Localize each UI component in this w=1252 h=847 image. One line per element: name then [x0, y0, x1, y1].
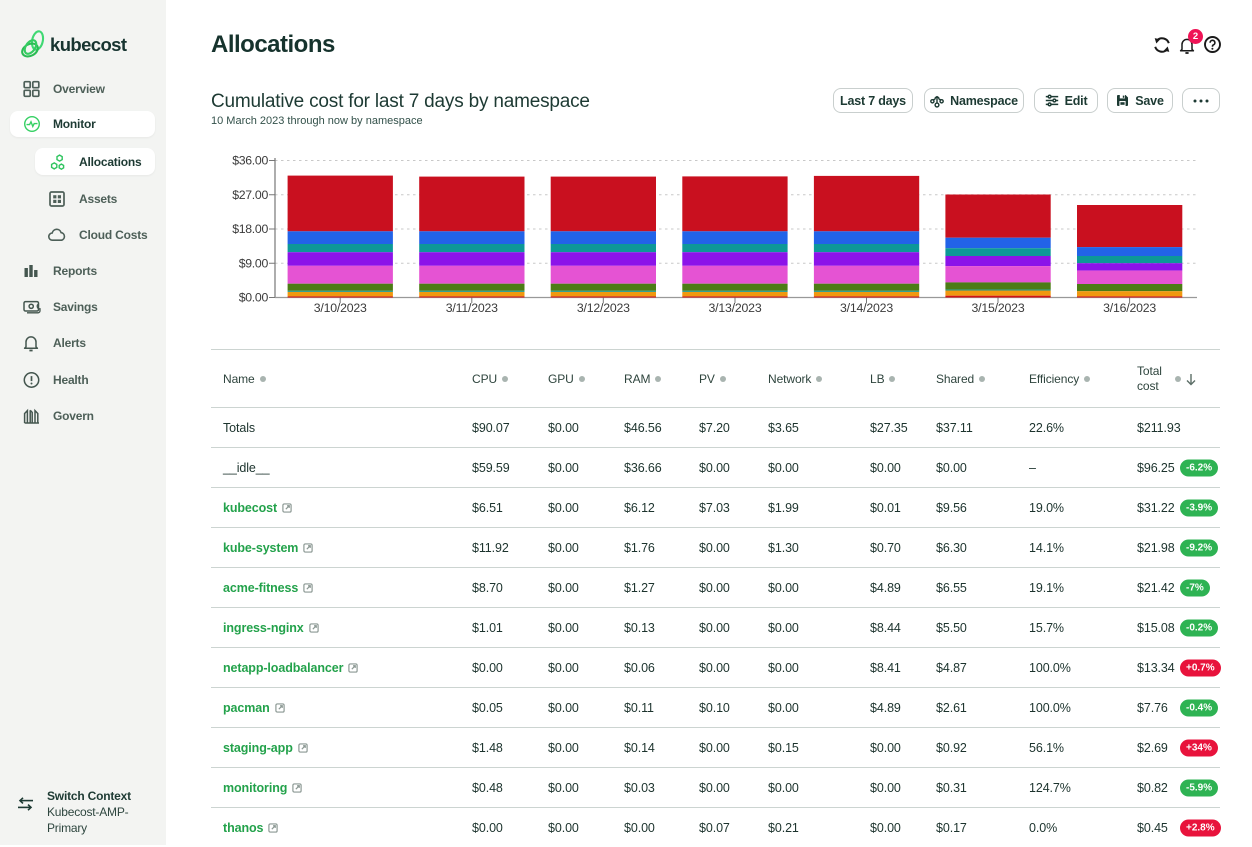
svg-text:$0.00: $0.00 [239, 291, 269, 305]
svg-text:$36.00: $36.00 [232, 154, 268, 168]
svg-text:3/12/2023: 3/12/2023 [577, 301, 630, 315]
svg-text:3/16/2023: 3/16/2023 [1103, 301, 1156, 315]
svg-text:3/14/2023: 3/14/2023 [840, 301, 893, 315]
svg-text:3/10/2023: 3/10/2023 [314, 301, 367, 315]
svg-text:3/11/2023: 3/11/2023 [446, 301, 498, 315]
svg-text:$18.00: $18.00 [232, 222, 268, 236]
svg-text:$9.00: $9.00 [239, 256, 269, 270]
svg-text:3/15/2023: 3/15/2023 [972, 301, 1025, 315]
svg-text:$27.00: $27.00 [232, 188, 268, 202]
svg-text:3/13/2023: 3/13/2023 [709, 301, 762, 315]
